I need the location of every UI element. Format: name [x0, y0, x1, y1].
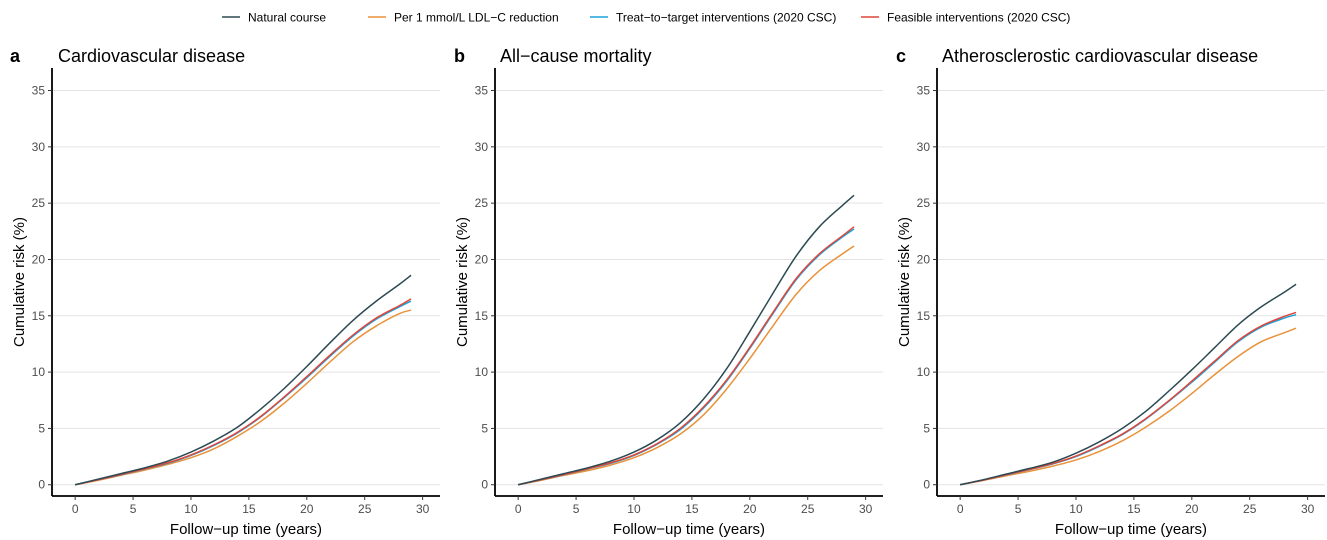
series-line	[74, 274, 412, 486]
legend-label: Treat−to−target interventions (2020 CSC)	[616, 11, 836, 25]
x-tick-label: 30	[859, 502, 873, 516]
y-tick-label: 30	[475, 140, 489, 154]
x-tick-label: 5	[130, 502, 137, 516]
chart-title: All−cause mortality	[500, 46, 652, 66]
x-tick-label: 10	[184, 502, 198, 516]
x-tick-label: 20	[1185, 502, 1199, 516]
series-line	[74, 298, 412, 486]
y-tick-label: 5	[38, 421, 45, 435]
panel-letter: a	[10, 46, 21, 66]
y-tick-label: 30	[32, 140, 46, 154]
y-tick-label: 25	[917, 196, 931, 210]
x-tick-label: 30	[416, 502, 430, 516]
panel-c: 0 5 10 15 20 25 30 35 0 5 10 15 20 25 30 c Atheroscleros…	[896, 46, 1325, 538]
legend-label: Natural course	[248, 11, 326, 25]
y-axis-label: Cumulative risk (%)	[11, 217, 28, 347]
series-line	[517, 194, 855, 486]
y-tick-label: 5	[481, 421, 488, 435]
x-tick-label: 20	[743, 502, 757, 516]
chart-title: Cardiovascular disease	[58, 46, 245, 66]
y-tick-label: 15	[917, 309, 931, 323]
panel-letter: c	[896, 46, 906, 66]
legend-item: Per 1 mmol/L LDL−C reduction	[368, 11, 559, 25]
y-tick-label: 20	[917, 252, 931, 266]
y-tick-label: 20	[475, 252, 489, 266]
legend-label: Feasible interventions (2020 CSC)	[887, 11, 1070, 25]
x-tick-label: 25	[801, 502, 815, 516]
y-tick-label: 10	[917, 365, 931, 379]
y-tick-label: 30	[917, 140, 931, 154]
y-tick-label: 15	[475, 309, 489, 323]
panel-a: 0 5 10 15 20 25 30 35 0 5 10 15 20 25 30 a Cardiovascula…	[10, 46, 440, 538]
y-tick-label: 10	[32, 365, 46, 379]
x-tick-label: 25	[1243, 502, 1257, 516]
y-axis-label: Cumulative risk (%)	[454, 217, 471, 347]
x-tick-label: 25	[358, 502, 372, 516]
y-tick-label: 35	[32, 84, 46, 98]
legend-item: Feasible interventions (2020 CSC)	[861, 11, 1070, 25]
y-tick-label: 20	[32, 252, 46, 266]
x-axis-label: Follow−up time (years)	[1055, 521, 1207, 538]
y-tick-label: 0	[923, 478, 930, 492]
series-line	[75, 309, 412, 486]
x-tick-label: 10	[1069, 502, 1083, 516]
x-tick-label: 15	[242, 502, 256, 516]
series-line	[517, 228, 855, 486]
x-axis-label: Follow−up time (years)	[613, 521, 765, 538]
y-tick-label: 5	[923, 421, 930, 435]
y-tick-label: 0	[38, 478, 45, 492]
x-tick-label: 30	[1301, 502, 1315, 516]
panel-letter: b	[454, 46, 465, 66]
x-tick-label: 20	[300, 502, 314, 516]
x-tick-label: 15	[1127, 502, 1141, 516]
series-line	[960, 313, 1297, 486]
y-tick-label: 35	[917, 84, 931, 98]
x-tick-label: 0	[515, 502, 522, 516]
x-axis-label: Follow−up time (years)	[170, 521, 322, 538]
y-tick-label: 0	[481, 478, 488, 492]
legend: Natural course Per 1 mmol/L LDL−C reducti…	[222, 11, 1070, 25]
y-tick-label: 25	[475, 196, 489, 210]
y-tick-label: 25	[32, 196, 46, 210]
y-tick-label: 35	[475, 84, 489, 98]
series-line	[960, 327, 1297, 486]
chart-title: Atherosclerostic cardiovascular disease	[942, 46, 1258, 66]
series-line	[960, 311, 1297, 486]
legend-item: Natural course	[222, 11, 326, 25]
x-tick-label: 15	[685, 502, 699, 516]
series-line	[517, 226, 855, 486]
x-tick-label: 5	[573, 502, 580, 516]
series-line	[959, 283, 1297, 486]
y-tick-label: 15	[32, 309, 46, 323]
series-line	[518, 245, 855, 486]
legend-item: Treat−to−target interventions (2020 CSC)	[590, 11, 836, 25]
x-tick-label: 10	[627, 502, 641, 516]
x-tick-label: 0	[957, 502, 964, 516]
x-tick-label: 5	[1015, 502, 1022, 516]
panel-b: 0 5 10 15 20 25 30 35 0 5 10 15 20 25 30 b All−cause mor…	[454, 46, 883, 538]
y-axis-label: Cumulative risk (%)	[896, 217, 913, 347]
legend-label: Per 1 mmol/L LDL−C reduction	[394, 11, 559, 25]
y-tick-label: 10	[475, 365, 489, 379]
x-tick-label: 0	[72, 502, 79, 516]
